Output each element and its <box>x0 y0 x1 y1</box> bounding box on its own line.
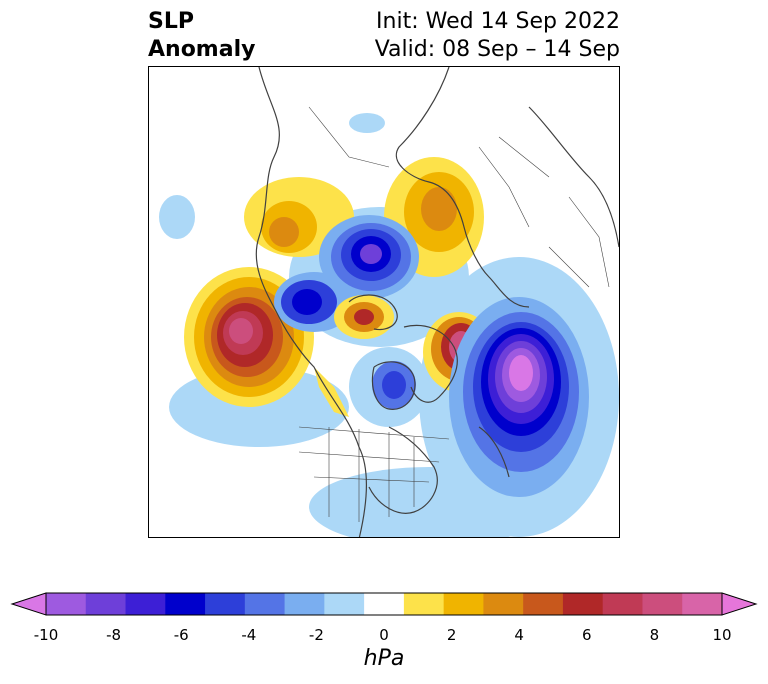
colorbar-tick-label: -4 <box>241 626 257 644</box>
anomaly-pos-pacific-7 <box>229 318 253 344</box>
colorbar-swatch <box>403 593 445 615</box>
colorbar-swatch <box>682 593 723 615</box>
colorbar-tick-label: 4 <box>514 626 524 644</box>
colorbar-swatch <box>602 593 643 615</box>
anomaly-pos-arctic-3 <box>354 309 374 325</box>
colorbar-swatch <box>483 593 524 615</box>
colorbar-tick-label: -8 <box>106 626 122 644</box>
colorbar <box>10 592 758 616</box>
anomaly-neg-siberia-5 <box>360 244 382 264</box>
colorbar-tick-label: 6 <box>582 626 592 644</box>
colorbar-swatch <box>443 593 484 615</box>
anomaly-pos-west-us <box>314 367 349 417</box>
title-variable: SLP <box>148 9 194 34</box>
colorbar-swatch <box>165 593 206 615</box>
anomaly-neg-small-nw <box>159 195 195 239</box>
colorbar-max-arrow <box>721 592 758 616</box>
anomaly-neg-atlantic-8 <box>509 355 533 391</box>
anomaly-neg-small-north <box>349 113 385 133</box>
colorbar-swatch <box>642 593 683 615</box>
colorbar-swatch <box>244 593 286 615</box>
slp-anomaly-map <box>159 67 619 537</box>
anomaly-shading <box>159 113 619 537</box>
colorbar-frame <box>45 592 723 616</box>
colorbar-tick-label: 2 <box>446 626 457 644</box>
colorbar-units: hPa <box>363 646 405 671</box>
colorbar-tick-label: -10 <box>33 626 59 644</box>
title-anomaly: Anomaly <box>148 37 256 62</box>
colorbar-swatch <box>85 593 127 615</box>
colorbar-swatch <box>284 593 325 615</box>
colorbar-swatch <box>324 593 365 615</box>
colorbar-tick-label: 10 <box>712 626 732 644</box>
colorbar-tick-label: -6 <box>173 626 189 644</box>
title-right: Init: Wed 14 Sep 2022 Valid: 08 Sep – 14… <box>375 8 620 64</box>
colorbar-swatch <box>125 593 166 615</box>
colorbar-swatch <box>523 593 564 615</box>
country-borders <box>298 106 610 522</box>
colorbar-swatch <box>562 593 604 615</box>
map-panel <box>148 66 620 538</box>
valid-range: Valid: 08 Sep – 14 Sep <box>374 37 620 62</box>
colorbar-tick-label: -2 <box>308 626 324 644</box>
colorbar-swatch <box>364 593 405 615</box>
colorbar-swatch <box>205 593 246 615</box>
anomaly-pos-asia-3 <box>269 217 299 247</box>
anomaly-neg-west-3 <box>292 289 322 315</box>
colorbar-tick-label: 8 <box>649 626 660 644</box>
colorbar-swatches <box>46 593 723 615</box>
init-date: Init: Wed 14 Sep 2022 <box>376 9 620 34</box>
colorbar-tick-label: 0 <box>379 626 389 644</box>
colorbar-swatch <box>46 593 87 615</box>
title-left: SLP Anomaly <box>148 8 255 64</box>
colorbar-min-arrow <box>10 592 47 616</box>
anomaly-neg-hudson-2 <box>382 371 406 399</box>
anomaly-pos-europe-3 <box>421 187 457 231</box>
